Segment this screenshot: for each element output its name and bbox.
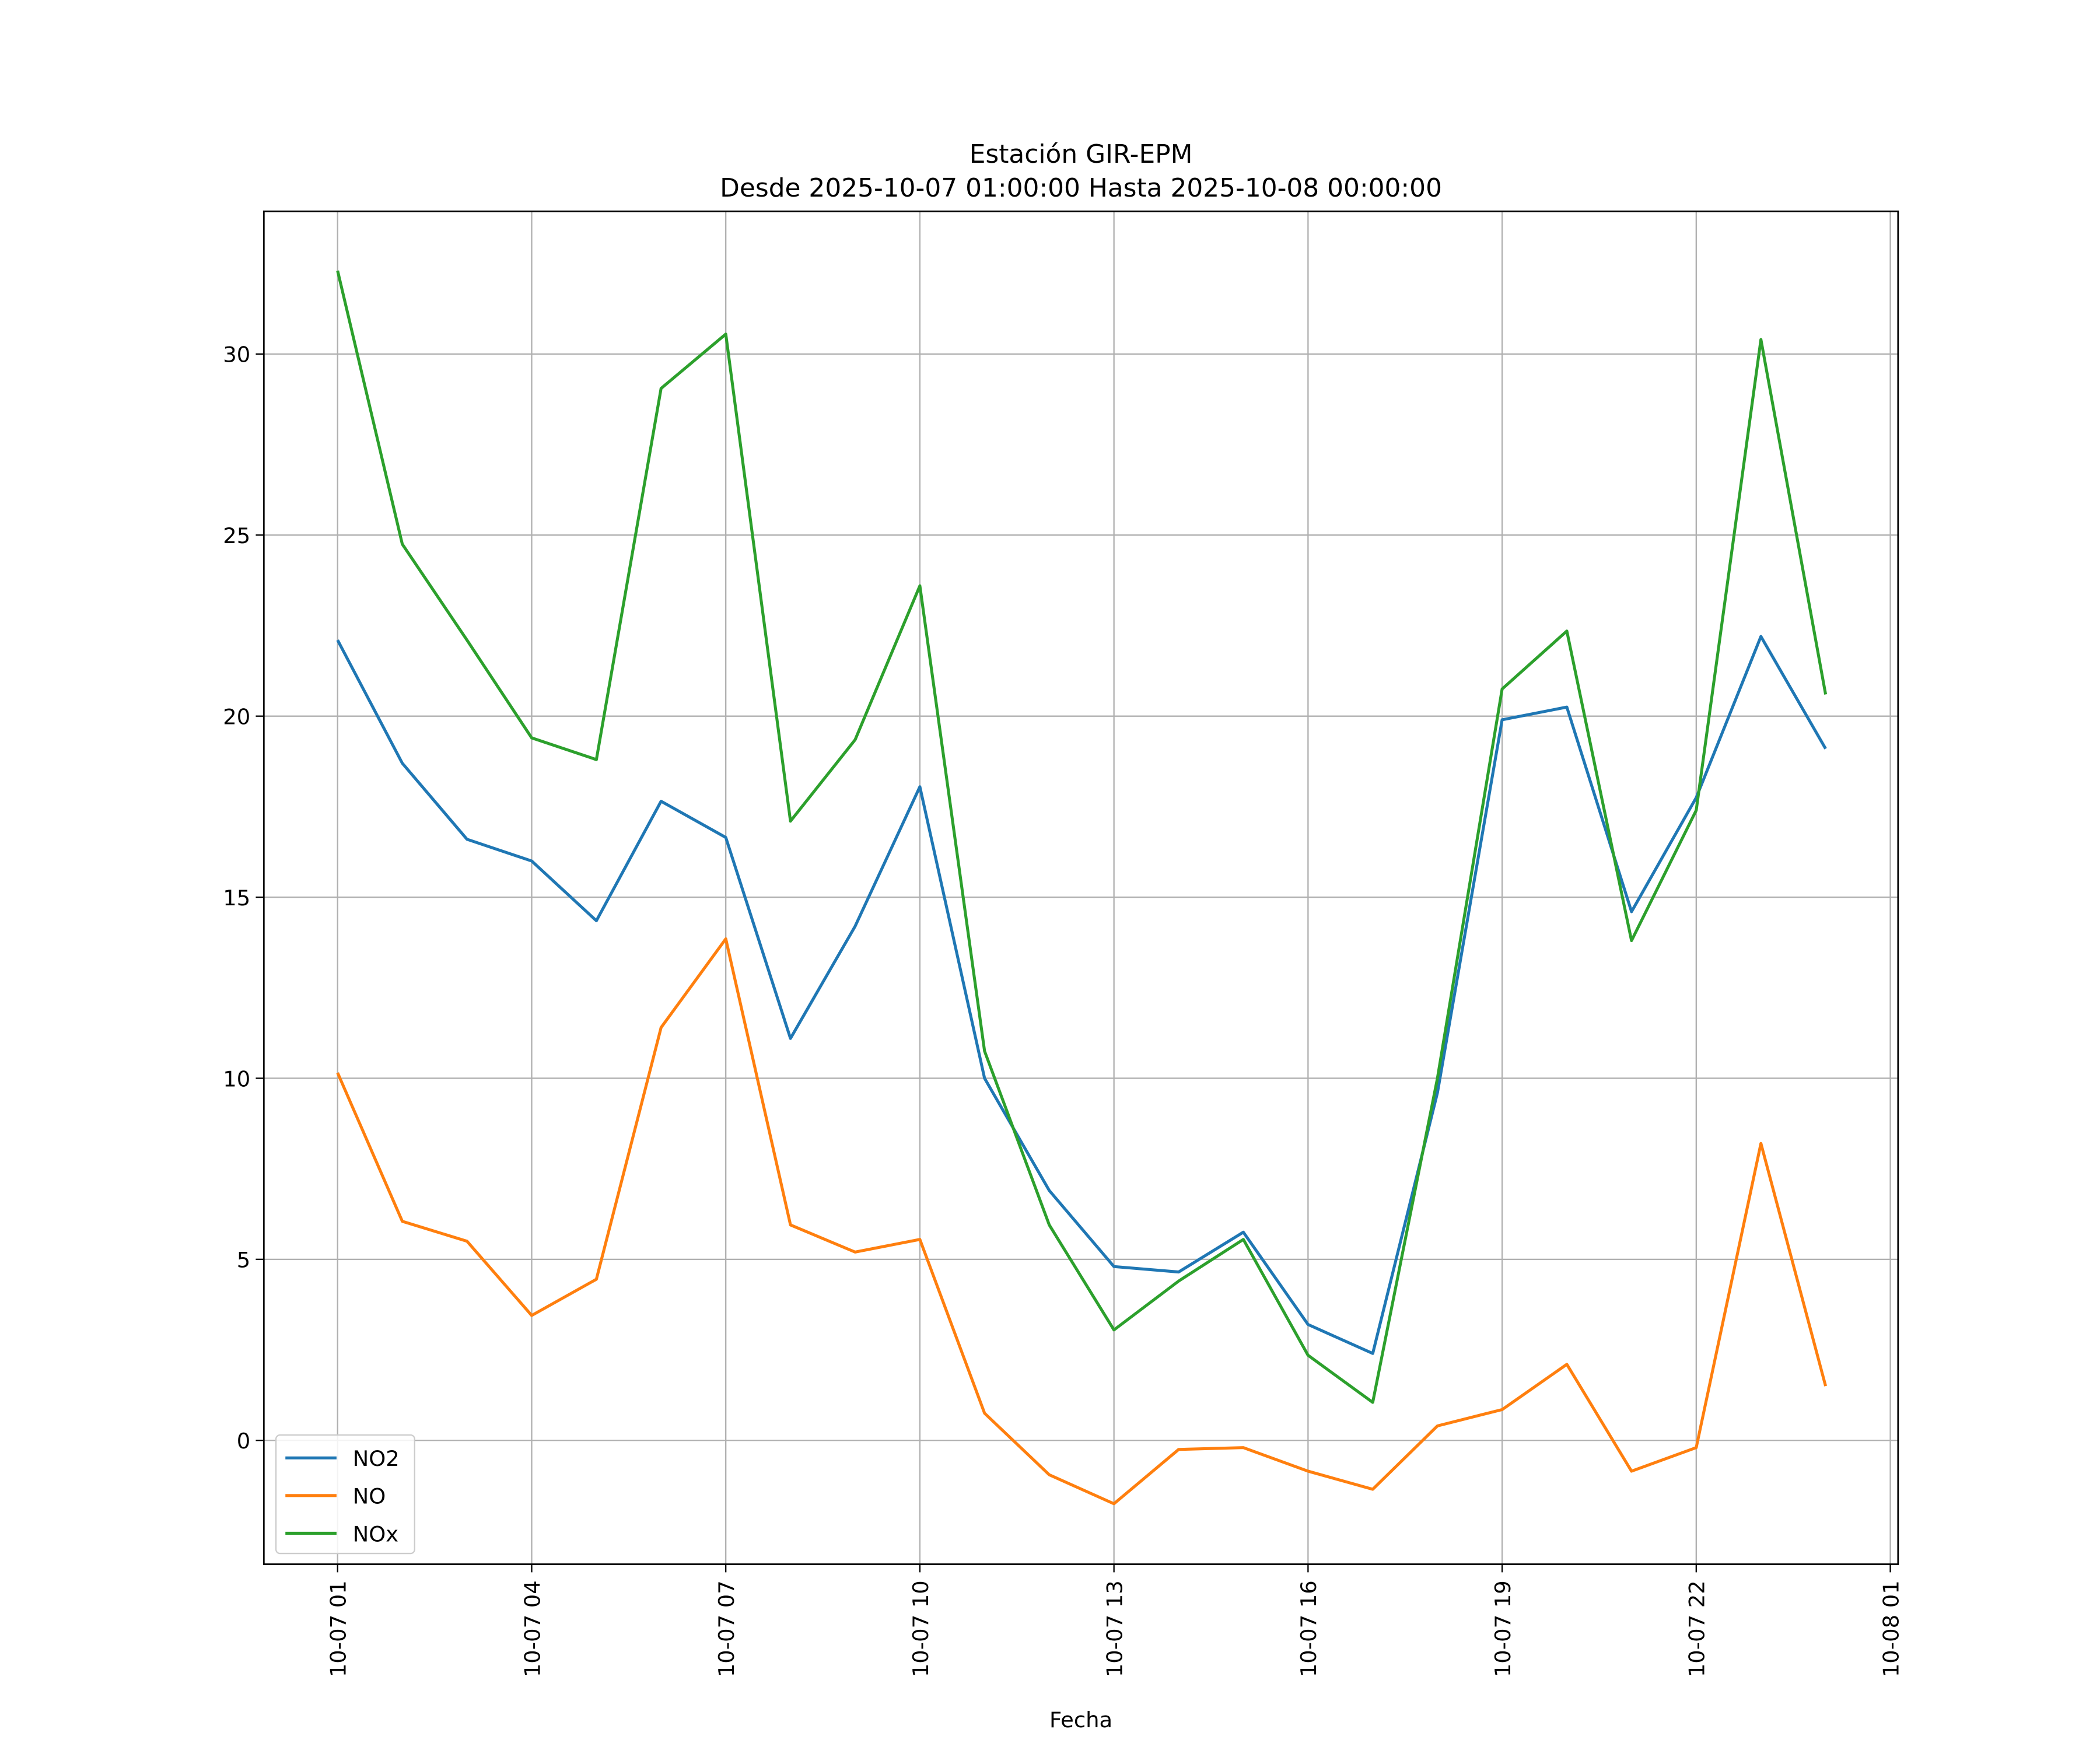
legend-label: NO: [353, 1484, 386, 1509]
x-tick-label: 10-07 04: [520, 1580, 545, 1677]
series-line-no: [336, 937, 1828, 1506]
x-tick-label: 10-07 10: [908, 1580, 933, 1677]
series-line-no2: [336, 635, 1827, 1355]
plot-frame: [262, 210, 1899, 1565]
y-tick-label: 5: [237, 1248, 250, 1273]
y-tick-label: 25: [223, 523, 250, 548]
x-axis-label: Fecha: [1049, 1707, 1112, 1732]
legend: NO2 NO NOx: [275, 1434, 415, 1555]
axis-ticks: 10-07 01 10-07 04 10-07 07 10-07 10 10-07 13…: [223, 342, 1903, 1677]
y-tick-label: 20: [223, 705, 250, 730]
x-tick-label: 10-07 22: [1685, 1580, 1710, 1677]
legend-label: NOx: [353, 1521, 399, 1546]
x-tick-label: 10-07 07: [714, 1580, 739, 1677]
y-tick-label: 30: [223, 342, 250, 368]
y-tick-label: 10: [223, 1066, 250, 1091]
x-tick-label: 10-07 01: [326, 1580, 351, 1677]
x-tick-label: 10-07 16: [1296, 1580, 1321, 1677]
x-tick-label: 10-07 19: [1490, 1580, 1516, 1677]
y-tick-label: 0: [237, 1429, 250, 1454]
x-tick-label: 10-07 13: [1102, 1580, 1127, 1677]
chart-title: Estación GIR-EPM: [970, 139, 1193, 169]
y-tick-label: 15: [223, 886, 250, 911]
chart-subtitle: Desde 2025-10-07 01:00:00 Hasta 2025-10-…: [720, 173, 1442, 203]
series-line-nox: [336, 270, 1828, 1404]
series-lines: [336, 270, 1828, 1506]
legend-box: [275, 1434, 415, 1555]
grid: [264, 211, 1898, 1564]
x-tick-label: 10-08 01: [1878, 1580, 1903, 1677]
legend-label: NO2: [353, 1446, 400, 1471]
